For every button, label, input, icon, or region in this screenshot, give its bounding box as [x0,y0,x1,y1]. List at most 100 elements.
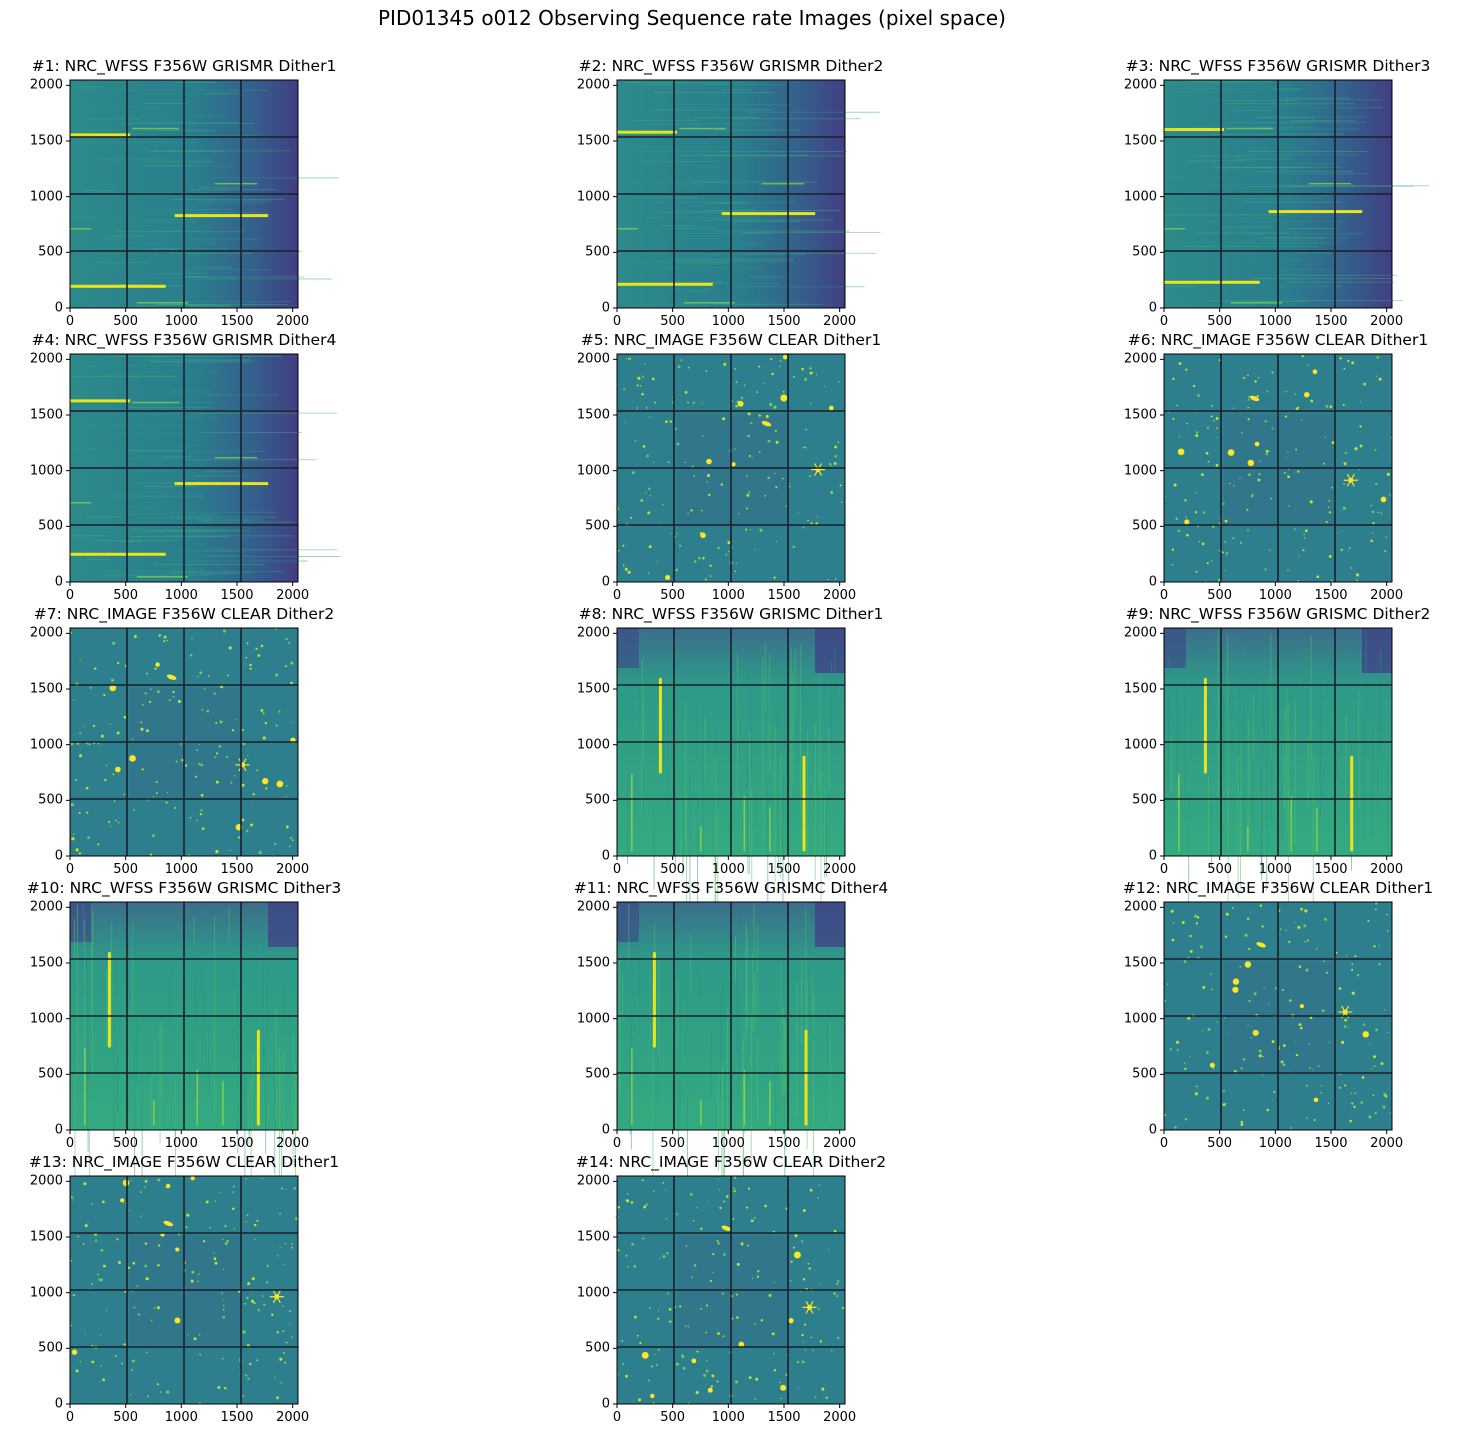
x-tick-label: 2000 [823,1410,857,1425]
panel-image-7: 0 500 1000 1500 2000 0 500 1000 1500 2000 [30,626,309,877]
y-tick-label: 500 [38,1340,63,1356]
x-tick-label: 500 [113,1410,139,1425]
y-tick-label: 2000 [576,77,610,93]
x-tick-label: 0 [65,1136,75,1151]
x-tick-label: 0 [65,588,75,603]
y-tick-label: 2000 [1123,351,1157,367]
x-tick-label: 500 [113,314,139,329]
x-tick-label: 2000 [1370,862,1404,877]
y-tick-label: 1500 [576,681,610,697]
x-tick-label: 1000 [164,1136,198,1151]
y-tick-label: 0 [1148,574,1157,590]
rate-image [1160,79,1430,312]
x-tick-label: 1500 [1314,314,1348,329]
y-tick-label: 2000 [1123,77,1157,93]
rate-image [66,1175,299,1408]
y-tick-label: 2000 [29,899,63,915]
panel-image-9: 0 500 1000 1500 2000 0 500 1000 1500 2000 [1124,626,1403,958]
x-tick-label: 0 [1159,1136,1169,1151]
x-tick-label: 0 [612,1410,622,1425]
x-tick-label: 2000 [1370,314,1404,329]
x-tick-label: 1500 [1314,1136,1348,1151]
y-tick-label: 2000 [29,77,63,93]
panel-title: #7: NRC_IMAGE F356W CLEAR Dither2 [33,605,335,623]
x-tick-label: 500 [1207,1136,1233,1151]
panel-image-10: 0 500 1000 1500 2000 0 500 1000 1500 2000 [30,900,309,1248]
y-tick-label: 1000 [576,189,610,205]
y-tick-label: 0 [54,1122,63,1138]
x-tick-label: 2000 [823,314,857,329]
y-tick-label: 500 [585,1340,610,1356]
x-tick-label: 0 [1159,862,1169,877]
x-tick-label: 1500 [1314,862,1348,877]
x-tick-label: 2000 [276,314,310,329]
panel-image-8: 0 500 1000 1500 2000 0 500 1000 1500 2000 [577,626,856,978]
y-tick-label: 0 [54,848,63,864]
rate-image [66,79,340,312]
x-tick-label: 1000 [1258,1136,1292,1151]
y-tick-label: 0 [1148,848,1157,864]
y-tick-label: 0 [601,574,610,590]
x-tick-label: 2000 [823,862,857,877]
panel-title: #11: NRC_WFSS F356W GRISMC Dither4 [573,879,889,897]
y-tick-label: 1000 [576,737,610,753]
x-tick-label: 2000 [823,1136,857,1151]
x-tick-label: 1500 [767,1136,801,1151]
x-tick-label: 1000 [164,862,198,877]
y-tick-label: 1500 [1123,955,1157,971]
x-tick-label: 1000 [711,314,745,329]
panel-image-3: 0 500 1000 1500 2000 0 500 1000 1500 2000 [1124,78,1430,329]
rate-image [66,627,299,860]
y-tick-label: 1000 [576,1285,610,1301]
x-tick-label: 500 [660,588,686,603]
x-tick-label: 0 [612,314,622,329]
x-tick-label: 0 [65,1410,75,1425]
rate-image [613,79,881,312]
y-tick-label: 0 [601,1396,610,1412]
panel-title: #5: NRC_IMAGE F356W CLEAR Dither1 [580,331,882,349]
panel-title: #6: NRC_IMAGE F356W CLEAR Dither1 [1127,331,1429,349]
y-tick-label: 2000 [576,625,610,641]
y-tick-label: 1500 [1123,681,1157,697]
y-tick-label: 0 [601,1122,610,1138]
y-tick-label: 1500 [576,407,610,423]
x-tick-label: 2000 [823,588,857,603]
x-tick-label: 1500 [220,862,254,877]
x-tick-label: 2000 [276,862,310,877]
x-tick-label: 1000 [1258,588,1292,603]
x-tick-label: 0 [612,588,622,603]
rate-image [613,627,846,978]
y-tick-label: 1000 [1123,737,1157,753]
y-tick-label: 1500 [1123,407,1157,423]
x-tick-label: 2000 [276,588,310,603]
panel-image-14: 0 500 1000 1500 2000 0 500 1000 1500 2000 [577,1174,856,1425]
rate-image [66,901,299,1248]
x-tick-label: 500 [1207,314,1233,329]
x-tick-label: 500 [660,1136,686,1151]
x-tick-label: 1500 [767,862,801,877]
y-tick-label: 500 [585,1066,610,1082]
x-tick-label: 1500 [767,1410,801,1425]
x-tick-label: 500 [1207,588,1233,603]
panel-title: #13: NRC_IMAGE F356W CLEAR Dither1 [28,1153,340,1171]
rate-image [1160,627,1393,958]
y-tick-label: 0 [54,574,63,590]
x-tick-label: 1500 [1314,588,1348,603]
y-tick-label: 1000 [576,463,610,479]
y-tick-label: 1500 [576,955,610,971]
y-tick-label: 500 [38,518,63,534]
x-tick-label: 1000 [164,588,198,603]
y-tick-label: 2000 [1123,899,1157,915]
y-tick-label: 500 [38,792,63,808]
y-tick-label: 500 [585,244,610,260]
y-tick-label: 1000 [29,1285,63,1301]
rate-image [613,353,846,586]
panel-title: #3: NRC_WFSS F356W GRISMR Dither3 [1125,57,1431,75]
x-tick-label: 0 [612,1136,622,1151]
y-tick-label: 1000 [1123,1011,1157,1027]
panel-image-12: 0 500 1000 1500 2000 0 500 1000 1500 2000 [1124,900,1403,1151]
x-tick-label: 1500 [767,314,801,329]
y-tick-label: 0 [54,300,63,316]
y-tick-label: 1500 [576,133,610,149]
y-tick-label: 1000 [29,737,63,753]
